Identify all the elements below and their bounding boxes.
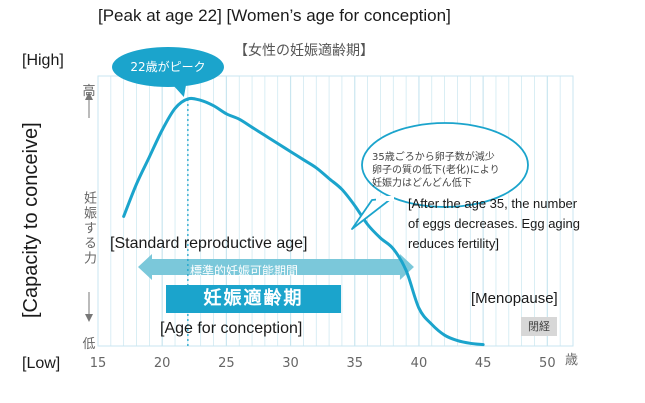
y-axis-title: [Capacity to conceive] (20, 122, 42, 318)
callout-tail (351, 197, 393, 230)
peak-bubble-tail (173, 86, 186, 97)
conception-age-banner: 妊娠適齢期 (166, 285, 341, 313)
y-low-jp-label: 低 (82, 337, 96, 352)
conception-age-en-label: [Age for conception] (160, 320, 303, 337)
english-title: [Peak at age 22] [Women’s age for concep… (98, 6, 451, 25)
x-tick-label: 15 (90, 356, 107, 371)
high-label: [High] (22, 52, 64, 69)
x-tick-label: 45 (475, 356, 492, 371)
x-tick-label: 40 (411, 356, 428, 371)
japanese-title: 【女性の妊娠適齢期】 (234, 43, 374, 59)
low-label: [Low] (22, 355, 61, 372)
x-tick-label: 30 (282, 356, 299, 371)
callout-jp-line-3: 妊娠力はどんどん低下 (372, 178, 472, 189)
curve-layer (122, 96, 485, 347)
callout-layer (351, 122, 529, 230)
standard-period-band-layer (138, 254, 414, 280)
callout-en-line-2: of eggs decreases. Egg aging (408, 216, 581, 231)
standard-period-jp-label: 標準的妊娠可能期間 (190, 264, 299, 278)
x-tick-label: 25 (218, 356, 235, 371)
x-tick-label: 20 (154, 356, 171, 371)
callout-jp-line-1: 35歳ごろから卵子数が減少 (372, 152, 495, 163)
plot-frame (97, 75, 574, 347)
peak-bubble-text: 22歳がピーク (130, 60, 206, 74)
y-high-jp-label: 高 (82, 84, 96, 99)
x-tick-label: 35 (346, 356, 363, 371)
menopause-en-label: [Menopause] (471, 290, 558, 307)
callout-en-line-3: reduces fertility] (408, 236, 500, 251)
y-axis-up-arrowhead (85, 92, 93, 100)
y-axis-jp-label: 妊娠する力 (81, 190, 96, 266)
x-tick-label: 50 (539, 356, 556, 371)
callout-joint (376, 196, 394, 201)
callout-bubble (361, 122, 529, 208)
callout-en-line-1: [After the age 35, the number (408, 196, 578, 211)
callout-jp-line-2: 卵子の質の低下(老化)により (372, 165, 500, 176)
peak-bubble (112, 47, 224, 87)
fertility-curve (122, 96, 485, 347)
y-axis-down-arrowhead (85, 314, 93, 322)
menopause-jp-badge: 閉経 (521, 317, 557, 336)
standard-period-en-label: [Standard reproductive age] (110, 235, 308, 252)
x-unit-label: 歳 (565, 353, 579, 368)
x-tick-labels: 15 20 25 30 35 40 45 50 (90, 356, 556, 371)
standard-period-band (138, 254, 414, 280)
